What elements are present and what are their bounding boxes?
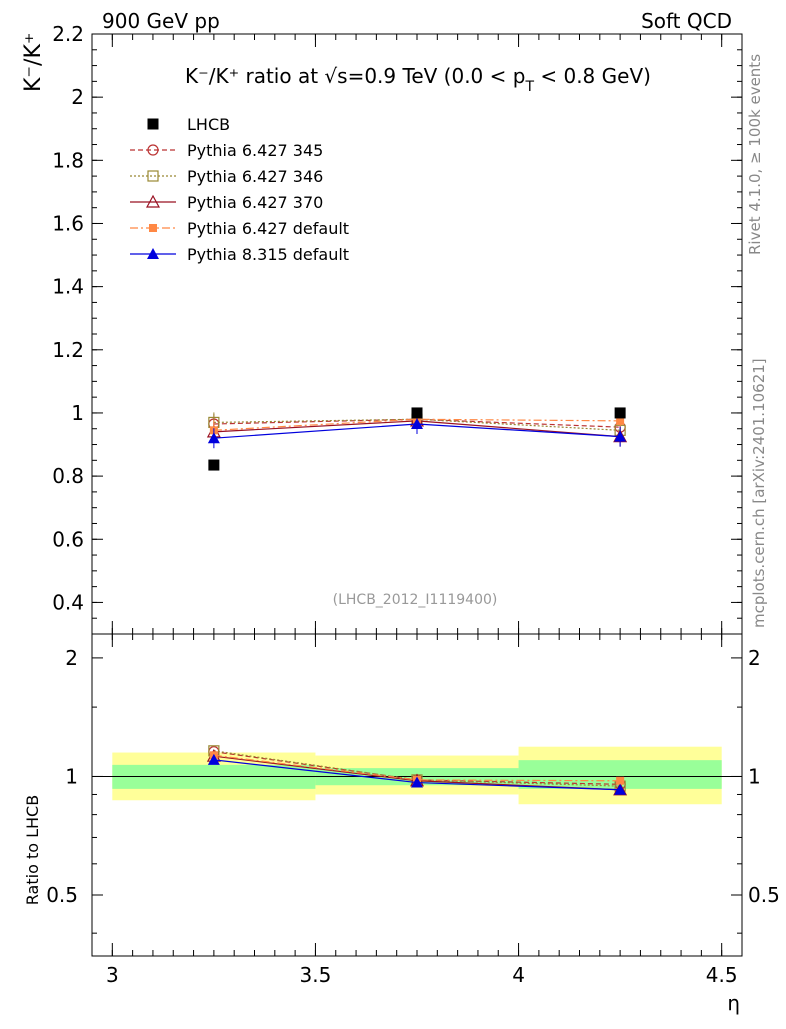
y-tick-label: 0.8 (52, 464, 84, 488)
y-tick-label: 1.4 (52, 275, 84, 299)
chart-title: K⁻/K⁺ ratio at √s=0.9 TeV (0.0 < pT < 0.… (185, 64, 651, 95)
ratio-y-tick-label-right: 1 (748, 764, 761, 788)
ratio-series-layer (206, 745, 628, 796)
ratio-point-3 (616, 776, 625, 785)
legend-marker-4 (147, 248, 159, 259)
ratio-point-4 (207, 753, 220, 765)
data-point (411, 407, 423, 419)
header-left-label: 900 GeV pp (102, 9, 220, 33)
data-point (208, 459, 220, 471)
ratio-y-tick-label-right: 2 (748, 646, 761, 670)
legend-marker-data (147, 118, 159, 130)
y-tick-label: 1.6 (52, 211, 84, 235)
data-point (614, 407, 626, 419)
legend-marker-3 (149, 224, 157, 232)
x-axis-label: η (727, 991, 740, 1015)
y-tick-label: 1 (71, 401, 84, 425)
legend-label-4: Pythia 8.315 default (187, 245, 349, 264)
ratio-point-4 (614, 783, 627, 795)
ratio-y-axis-label: Ratio to LHCB (23, 795, 42, 905)
y-tick-label: 0.6 (52, 527, 84, 551)
side-label-top: Rivet 4.1.0, ≥ 100k events (746, 54, 764, 255)
x-tick-label: 3.5 (300, 963, 332, 987)
legend-label-3: Pythia 6.427 default (187, 219, 349, 238)
analysis-tag: (LHCB_2012_I1119400) (333, 592, 498, 608)
x-tick-label: 4 (512, 963, 525, 987)
ratio-y-tick-label-left: 0.5 (46, 883, 78, 907)
y-axis-label: K⁻/K⁺ (21, 33, 46, 93)
main-plot-frame: 0.4 0.6 0.8 1 1.2 1.4 1.6 1.8 2 2.2 (52, 22, 743, 956)
y-tick-label: 1.2 (52, 338, 84, 362)
series-point-4 (614, 430, 627, 442)
y-tick-label: 1.8 (52, 148, 84, 172)
legend-marker-2 (145, 194, 161, 208)
y-tick-label: 0.4 (52, 590, 84, 614)
chart-title-sub: T (524, 79, 534, 95)
legend-label-0: Pythia 6.427 345 (187, 141, 323, 160)
legend-label-2: Pythia 6.427 370 (187, 193, 323, 212)
series-point-3 (616, 416, 625, 425)
y-tick-label: 2.2 (52, 22, 84, 46)
ratio-y-tick-label-right: 0.5 (748, 883, 780, 907)
ratio-y-tick-label-left: 1 (65, 764, 78, 788)
ratio-y-tick-label-left: 2 (65, 646, 78, 670)
y-axis-label-text: K⁻/K⁺ (21, 33, 46, 93)
legend-label-data: LHCB (187, 115, 230, 134)
chart-title-tail: < 0.8 GeV) (534, 64, 651, 88)
ratio-point-4 (411, 776, 423, 788)
side-label-bottom: mcplots.cern.ch [arXiv:2401.10621] (750, 358, 768, 628)
series-point-4 (207, 432, 220, 444)
header-right-label: Soft QCD (641, 9, 732, 33)
y-tick-label: 2 (71, 85, 84, 109)
legend-marker-0 (147, 144, 159, 156)
x-tick-label: 4.5 (706, 963, 738, 987)
ratio-plot-border (91, 633, 743, 957)
legend-label-1: Pythia 6.427 346 (187, 167, 323, 186)
chart-title-main: K⁻/K⁺ ratio at √s=0.9 TeV (0.0 < p (185, 64, 525, 88)
x-tick-label: 3 (106, 963, 119, 987)
legend-marker-1 (147, 170, 159, 182)
ratio-plot-frame: 3 3.5 4 4.5 0.5 0.5 1 1 2 2 (46, 633, 780, 987)
legend: LHCB Pythia 6.427 345 Pythia 6.427 346 Pyth… (130, 115, 349, 264)
series-point-4 (411, 418, 423, 429)
main-series-layer (206, 407, 628, 471)
